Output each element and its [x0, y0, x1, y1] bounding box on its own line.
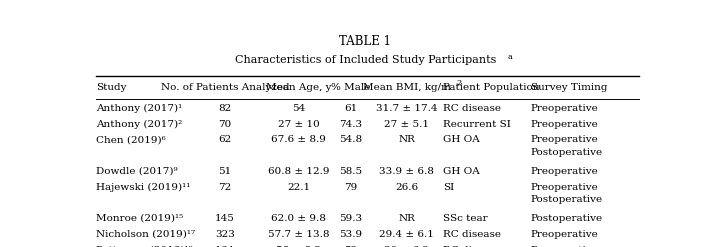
Text: 79: 79 — [344, 183, 357, 192]
Text: 53.9: 53.9 — [339, 230, 362, 239]
Text: Study: Study — [96, 83, 126, 92]
Text: 54.8: 54.8 — [339, 135, 362, 144]
Text: 2: 2 — [456, 80, 462, 87]
Text: 57.7 ± 13.8: 57.7 ± 13.8 — [268, 230, 329, 239]
Text: Mean BMI, kg/m: Mean BMI, kg/m — [363, 83, 451, 92]
Text: SSc tear: SSc tear — [443, 214, 488, 223]
Text: RC disease: RC disease — [443, 104, 501, 113]
Text: Chen (2019)⁶: Chen (2019)⁶ — [96, 135, 165, 144]
Text: Hajewski (2019)¹¹: Hajewski (2019)¹¹ — [96, 183, 190, 192]
Text: Preoperative: Preoperative — [530, 167, 598, 176]
Text: 27 ± 5.1: 27 ± 5.1 — [384, 120, 429, 129]
Text: 33.9 ± 6.8: 33.9 ± 6.8 — [379, 167, 434, 176]
Text: Preoperative: Preoperative — [530, 183, 598, 192]
Text: RC disease: RC disease — [443, 230, 501, 239]
Text: 51: 51 — [218, 167, 232, 176]
Text: NR: NR — [399, 135, 415, 144]
Text: 22.1: 22.1 — [287, 183, 310, 192]
Text: 72: 72 — [218, 183, 232, 192]
Text: 145: 145 — [215, 214, 235, 223]
Text: 52: 52 — [344, 246, 357, 247]
Text: Preoperative: Preoperative — [530, 230, 598, 239]
Text: 62: 62 — [218, 135, 232, 144]
Text: % Male: % Male — [331, 83, 370, 92]
Text: Dowdle (2017)⁹: Dowdle (2017)⁹ — [96, 167, 178, 176]
Text: No. of Patients Analyzed: No. of Patients Analyzed — [160, 83, 289, 92]
Text: Characteristics of Included Study Participants: Characteristics of Included Study Partic… — [235, 55, 496, 65]
Text: TABLE 1: TABLE 1 — [339, 35, 391, 48]
Text: 59.3: 59.3 — [339, 214, 362, 223]
Text: 61: 61 — [344, 104, 357, 113]
Text: Patterson (2018)¹⁹: Patterson (2018)¹⁹ — [96, 246, 193, 247]
Text: Postoperative: Postoperative — [530, 214, 602, 223]
Text: 27 ± 10: 27 ± 10 — [278, 120, 319, 129]
Text: 82: 82 — [218, 104, 232, 113]
Text: 30 ± 6.2: 30 ± 6.2 — [384, 246, 429, 247]
Text: Recurrent SI: Recurrent SI — [443, 120, 511, 129]
Text: Postoperative: Postoperative — [530, 148, 602, 157]
Text: 58.5: 58.5 — [339, 167, 362, 176]
Text: 164: 164 — [215, 246, 235, 247]
Text: 26.6: 26.6 — [395, 183, 419, 192]
Text: 67.6 ± 8.9: 67.6 ± 8.9 — [272, 135, 327, 144]
Text: SI: SI — [443, 183, 455, 192]
Text: 54: 54 — [292, 104, 305, 113]
Text: RC disease: RC disease — [443, 246, 501, 247]
Text: Patient Population: Patient Population — [443, 83, 540, 92]
Text: 70: 70 — [218, 120, 232, 129]
Text: Postoperative: Postoperative — [530, 195, 602, 205]
Text: 31.7 ± 17.4: 31.7 ± 17.4 — [376, 104, 438, 113]
Text: 62.0 ± 9.8: 62.0 ± 9.8 — [272, 214, 327, 223]
Text: 74.3: 74.3 — [339, 120, 362, 129]
Text: Mean Age, y: Mean Age, y — [266, 83, 332, 92]
Text: 323: 323 — [215, 230, 235, 239]
Text: 60.8 ± 12.9: 60.8 ± 12.9 — [268, 167, 329, 176]
Text: GH OA: GH OA — [443, 167, 480, 176]
Text: Anthony (2017)²: Anthony (2017)² — [96, 120, 182, 129]
Text: NR: NR — [399, 214, 415, 223]
Text: Monroe (2019)¹⁵: Monroe (2019)¹⁵ — [96, 214, 183, 223]
Text: Survey Timing: Survey Timing — [530, 83, 607, 92]
Text: a: a — [508, 53, 513, 62]
Text: Preoperative: Preoperative — [530, 120, 598, 129]
Text: Preoperative: Preoperative — [530, 135, 598, 144]
Text: Preoperative: Preoperative — [530, 246, 598, 247]
Text: Preoperative: Preoperative — [530, 104, 598, 113]
Text: GH OA: GH OA — [443, 135, 480, 144]
Text: Anthony (2017)¹: Anthony (2017)¹ — [96, 104, 182, 113]
Text: 58 ± 8.3: 58 ± 8.3 — [277, 246, 322, 247]
Text: 29.4 ± 6.1: 29.4 ± 6.1 — [379, 230, 434, 239]
Text: Nicholson (2019)¹⁷: Nicholson (2019)¹⁷ — [96, 230, 195, 239]
